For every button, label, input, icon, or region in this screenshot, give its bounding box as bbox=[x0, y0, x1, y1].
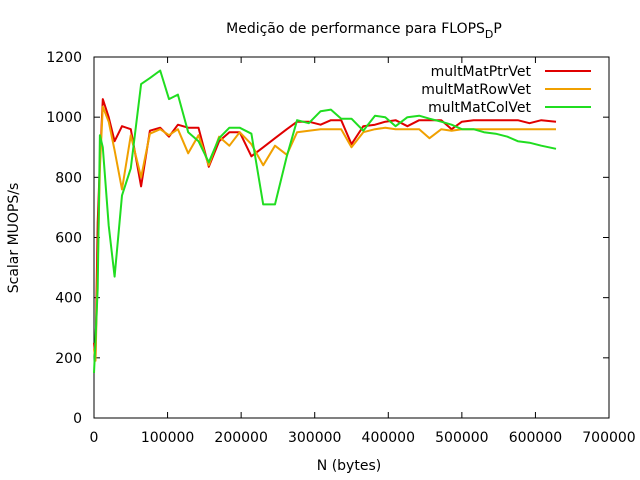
x-tick-label: 0 bbox=[90, 430, 99, 446]
y-tick-label: 600 bbox=[55, 231, 82, 247]
plot-area: 0 100000 200000 300000 400000 500000 600000 700… bbox=[46, 50, 635, 446]
series-line-multMatPtrVet bbox=[93, 98, 557, 359]
plot-frame bbox=[93, 56, 610, 419]
x-tick-label: 400000 bbox=[362, 430, 415, 446]
x-tick-label: 700000 bbox=[582, 430, 635, 446]
series-line-multMatRowVet bbox=[93, 105, 556, 362]
y-tick-label: 1000 bbox=[46, 110, 82, 126]
y-axis-label: Scalar MUOPS/s bbox=[6, 183, 22, 294]
series-line-multMatColVet bbox=[93, 69, 557, 373]
y-tick-label: 800 bbox=[55, 170, 82, 186]
chart-title-subscript: D bbox=[485, 28, 493, 41]
y-tick-label: 200 bbox=[55, 351, 82, 367]
y-tick-label: 0 bbox=[73, 411, 82, 427]
x-tick-label: 600000 bbox=[509, 430, 562, 446]
x-tick-label: 300000 bbox=[288, 430, 341, 446]
legend: multMatPtrVet multMatRowVet multMatColVet bbox=[421, 64, 591, 116]
chart-title-main: Medição de performance para FLOPS bbox=[226, 21, 485, 37]
x-tick-label: 100000 bbox=[141, 430, 194, 446]
legend-label-multMatPtrVet: multMatPtrVet bbox=[431, 64, 532, 80]
x-tick-label: 200000 bbox=[214, 430, 267, 446]
x-axis-label: N (bytes) bbox=[317, 458, 381, 474]
chart-title: Medição de performance para FLOPSDP bbox=[226, 21, 502, 41]
y-tick-label: 400 bbox=[55, 291, 82, 307]
chart-title-tail: P bbox=[493, 21, 501, 37]
x-tick-label: 500000 bbox=[435, 430, 488, 446]
legend-label-multMatRowVet: multMatRowVet bbox=[421, 82, 531, 98]
y-tick-label: 1200 bbox=[46, 50, 82, 66]
legend-label-multMatColVet: multMatColVet bbox=[428, 100, 531, 116]
